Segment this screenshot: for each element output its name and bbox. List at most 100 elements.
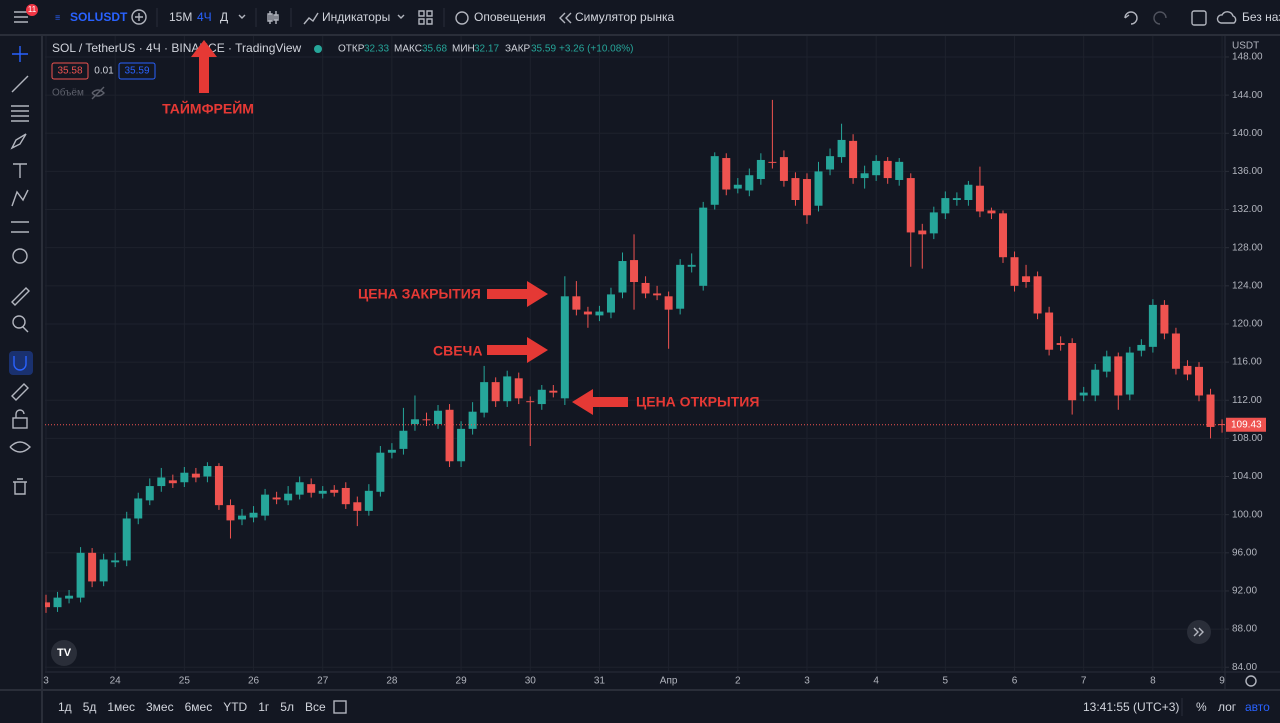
x-tick-label: 4 (873, 676, 879, 687)
range-button[interactable]: 1г (258, 700, 270, 714)
svg-text:TV: TV (57, 647, 72, 659)
candle-body (307, 484, 316, 493)
magnet-tool[interactable] (13, 356, 27, 371)
candle-body (445, 409, 454, 462)
brush-tool[interactable] (10, 133, 27, 150)
alerts[interactable]: Оповещения (474, 10, 546, 24)
range-button[interactable]: 5л (280, 700, 294, 714)
candle-body (975, 185, 984, 212)
candle-body (756, 159, 765, 180)
date-range[interactable] (333, 700, 347, 714)
add-symbol[interactable] (131, 9, 147, 25)
legend-value: 35.68 (422, 44, 447, 55)
candle-body (526, 401, 535, 403)
candle-body (768, 161, 777, 163)
menu-icon[interactable] (14, 11, 28, 23)
volume-label[interactable]: Объём (52, 87, 84, 99)
tv-logo[interactable] (51, 640, 77, 666)
auto-toggle[interactable]: авто (1245, 700, 1270, 714)
candle-body (849, 140, 858, 179)
range-button[interactable]: 6мес (185, 700, 213, 714)
candle-body (918, 230, 927, 235)
candle-body (779, 157, 788, 181)
candle-body (191, 473, 200, 478)
zoom-tool[interactable] (12, 315, 26, 329)
symbol[interactable]: SOLUSDT (70, 10, 128, 24)
y-tick-label: 104.00 (1232, 471, 1263, 482)
annotation: ТАЙМФРЕЙМ (162, 100, 254, 117)
legend-label: МАКС (394, 44, 422, 55)
chart-type[interactable] (267, 11, 279, 24)
range-button[interactable]: YTD (223, 700, 247, 714)
pattern-tool[interactable] (11, 189, 29, 207)
percent-toggle[interactable]: % (1196, 700, 1207, 714)
currency[interactable]: USDT (1232, 41, 1259, 52)
fib-tool[interactable] (11, 105, 29, 122)
series-title: SOL / TetherUS · 4Ч · BINANCE · TradingV… (52, 41, 302, 55)
candle-body (837, 139, 846, 158)
candle-body (134, 498, 143, 519)
replay[interactable]: Симулятор рынка (575, 10, 674, 24)
interval[interactable]: 15М (169, 10, 192, 24)
candle-body (687, 264, 696, 267)
interval[interactable]: Д (220, 10, 228, 24)
x-tick-label: 3 (43, 676, 49, 687)
legend-value: 32.17 (474, 44, 499, 55)
candle-body (65, 595, 74, 599)
candle-body (88, 552, 97, 582)
range-button[interactable]: 1мес (107, 700, 135, 714)
delete-tool[interactable] (13, 478, 27, 495)
indicators[interactable]: Индикаторы (322, 10, 390, 24)
log-toggle[interactable]: лог (1218, 700, 1237, 714)
candle-body (111, 560, 120, 563)
drawing-toolbar (9, 36, 43, 723)
scroll-right[interactable] (1187, 620, 1211, 644)
candle-body (364, 490, 373, 511)
candle-body (595, 311, 604, 316)
icons-tool[interactable] (12, 248, 28, 264)
annotation: ЦЕНА ЗАКРЫТИЯ (358, 286, 481, 302)
annotations: ТАЙМФРЕЙМ ЦЕНА ЗАКРЫТИЯ СВЕЧА ЦЕНА ОТКРЫ… (162, 40, 759, 415)
candle-body (964, 184, 973, 201)
range-button[interactable]: 1д (58, 700, 72, 714)
candle-body (1045, 312, 1054, 350)
text-tool[interactable] (13, 163, 27, 178)
interval-active[interactable]: 4Ч (197, 10, 212, 24)
range-button[interactable]: 3мес (146, 700, 174, 714)
candle-body (399, 430, 408, 449)
candle-body (1125, 352, 1134, 395)
candle-body (606, 294, 615, 313)
forecast-tool[interactable] (11, 221, 29, 233)
crosshair-tool[interactable] (12, 46, 28, 62)
legend-label: ОТКР (338, 44, 365, 55)
ruler-tool[interactable] (11, 287, 30, 306)
candle-body (1183, 365, 1192, 375)
candle-body (941, 198, 950, 214)
y-tick-label: 124.00 (1232, 280, 1263, 291)
undo[interactable] (1124, 11, 1138, 25)
candle-body (583, 311, 592, 315)
candle-body (1195, 366, 1203, 396)
y-tick-label: 96.00 (1232, 547, 1257, 558)
x-tick-label: 8 (1150, 676, 1156, 687)
badge-count: 11 (28, 5, 37, 14)
range-button[interactable]: Все (305, 700, 326, 714)
arrow-right (487, 281, 548, 307)
lock-draw-tool[interactable] (11, 383, 29, 401)
x-tick-label: 30 (525, 676, 537, 687)
x-tick-label: 31 (594, 676, 606, 687)
settings[interactable] (1245, 675, 1257, 687)
lock-tool[interactable] (12, 417, 28, 429)
visibility-tool[interactable] (9, 441, 31, 453)
layout-name[interactable]: Без наз (1242, 10, 1280, 24)
candle-body (122, 518, 131, 561)
templates[interactable] (418, 10, 433, 25)
bottom-toolbar: 1д 5д 1мес 3мес 6мес YTD 1г 5л Все (58, 700, 326, 714)
redo[interactable] (1153, 11, 1167, 25)
line-tool[interactable] (11, 75, 29, 93)
range-button[interactable]: 5д (83, 700, 97, 714)
candle-body (410, 419, 419, 425)
arrow-right (487, 337, 548, 363)
fullscreen[interactable] (1191, 10, 1207, 26)
